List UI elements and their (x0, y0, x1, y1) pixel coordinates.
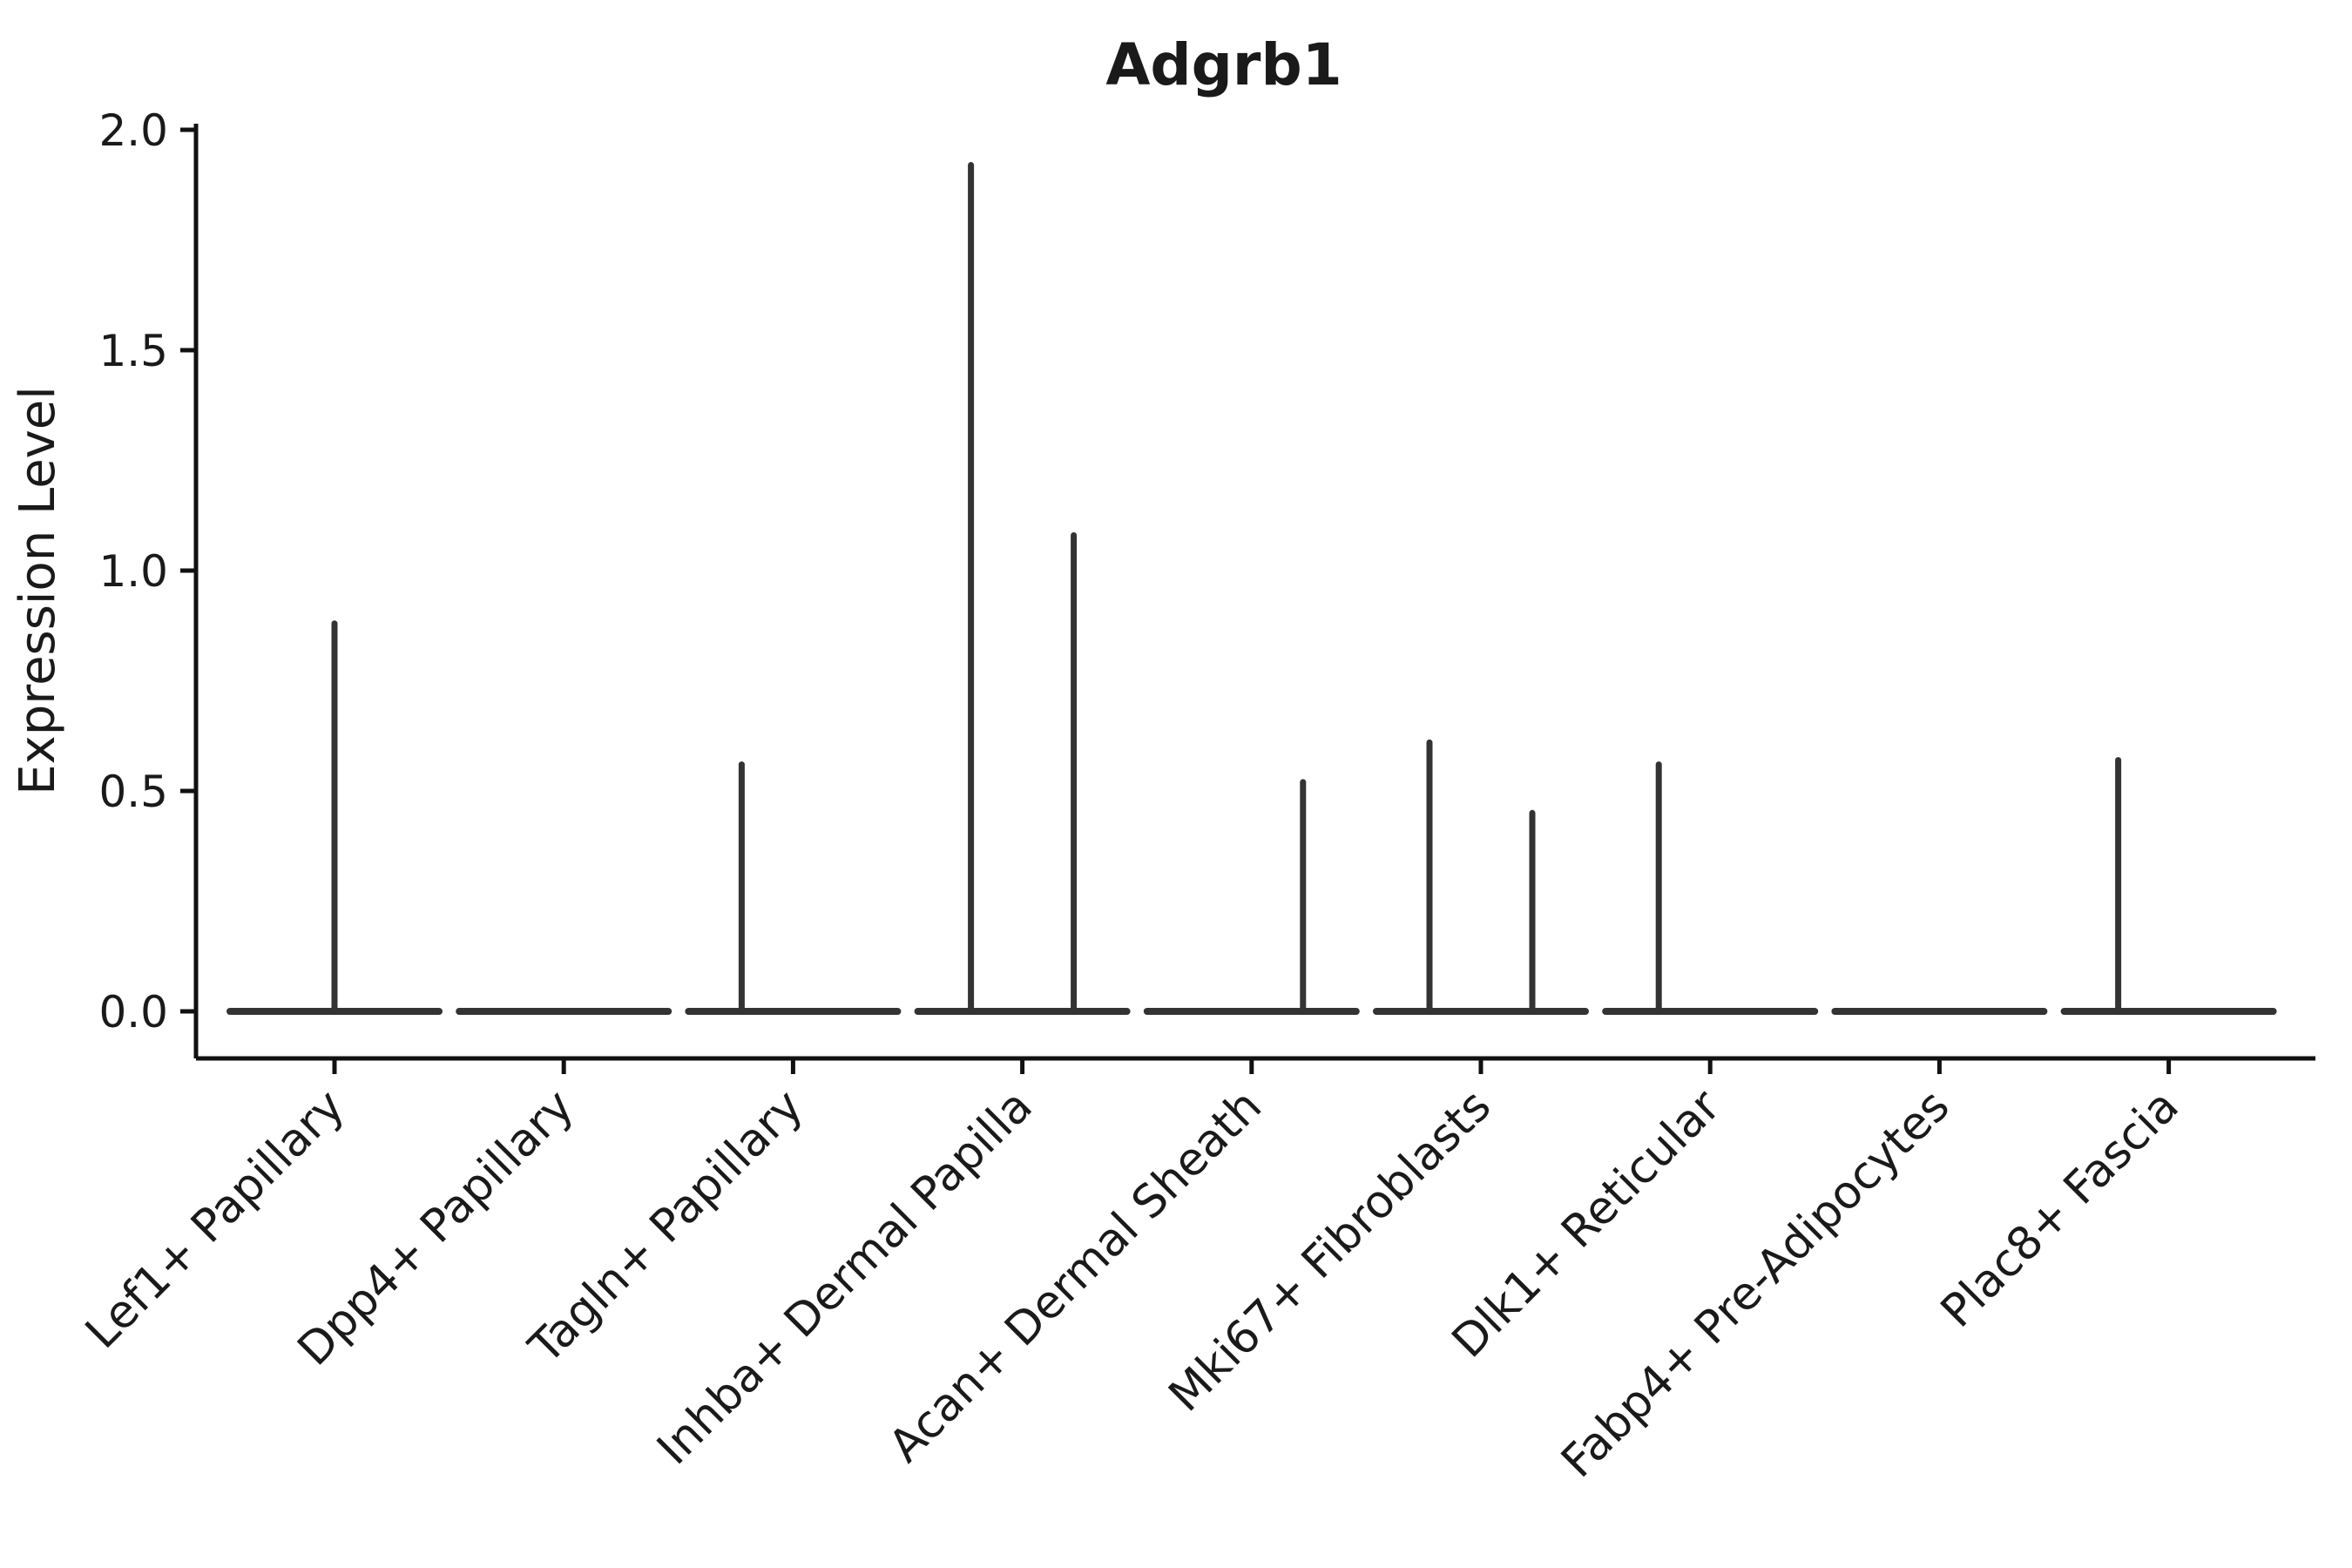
y-tick-label: 1.0 (98, 546, 168, 597)
y-tick-label: 0.5 (98, 767, 168, 817)
y-tick-label: 2.0 (98, 105, 168, 156)
plot-title: Adgrb1 (1105, 31, 1342, 98)
x-tick-label: Acan+ Dermal Sheath (879, 1080, 1272, 1473)
y-tick-label: 0.0 (98, 987, 168, 1037)
x-tick-label: Inhba+ Dermal Papilla (647, 1080, 1042, 1475)
y-tick-label: 1.5 (98, 326, 168, 376)
x-tick-label: Plac8+ Fascia (1931, 1080, 2189, 1338)
plot-static: Adgrb1 Expression Level (10, 31, 1342, 795)
x-tick-label: Fabp4+ Pre-Adipocytes (1551, 1080, 1959, 1488)
y-axis-label: Expression Level (10, 386, 66, 795)
